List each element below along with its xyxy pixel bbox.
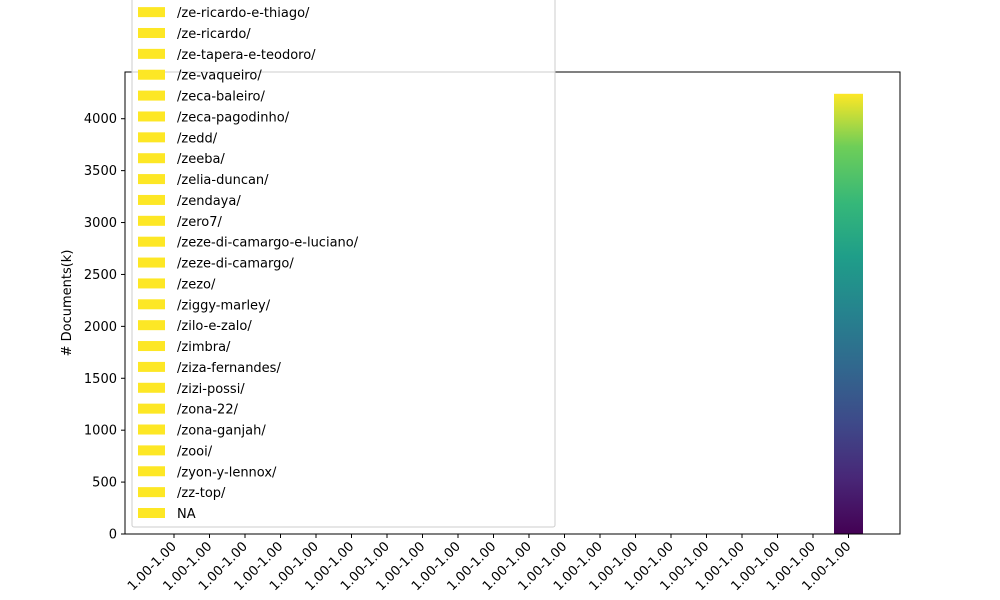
legend-swatch [138, 174, 165, 185]
legend-swatch [138, 487, 165, 498]
legend-label: /ziza-fernandes/ [177, 361, 281, 376]
y-tick-label: 1000 [84, 424, 117, 439]
legend-swatch [138, 382, 165, 393]
legend-label: NA [177, 507, 196, 522]
y-tick-label: 0 [109, 528, 117, 543]
legend-swatch [138, 403, 165, 414]
legend-swatch [138, 278, 165, 289]
legend-label: /zz-top/ [177, 486, 226, 501]
legend-swatch [138, 111, 165, 122]
legend: /ze-ricardo-e-thiago/ /ze-ricardo/ /ze-tap… [131, 0, 556, 528]
y-tick-label: 500 [92, 476, 117, 491]
legend-swatch [138, 215, 165, 226]
legend-label: /zedd/ [177, 131, 218, 146]
legend-swatch [138, 257, 165, 268]
legend-swatch [138, 341, 165, 352]
legend-swatch [138, 132, 165, 143]
legend-swatch [138, 424, 165, 435]
legend-swatch [138, 320, 165, 331]
x-axis: 1.00-1.001.00-1.001.00-1.001.00-1.001.00… [125, 534, 854, 594]
legend-label: /zeeba/ [177, 152, 225, 167]
legend-label: /zelia-duncan/ [177, 173, 269, 188]
legend-label: /zooi/ [177, 444, 213, 459]
legend-swatch [138, 7, 165, 18]
y-tick-label: 2500 [84, 268, 117, 283]
legend-label: /zeca-pagodinho/ [177, 110, 290, 125]
legend-label: /zyon-y-lennox/ [177, 465, 277, 480]
legend-label: /zona-ganjah/ [177, 424, 266, 439]
y-tick-label: 2000 [84, 320, 117, 335]
legend-label: /zezo/ [177, 277, 216, 292]
y-tick-label: 3500 [84, 164, 117, 179]
legend-label: /zizi-possi/ [177, 382, 245, 397]
legend-label: /zilo-e-zalo/ [177, 319, 252, 334]
bars-layer [834, 93, 863, 534]
bar [834, 93, 863, 534]
y-tick-label: 1500 [84, 372, 117, 387]
legend-swatch [138, 27, 165, 38]
legend-box [131, 0, 556, 528]
legend-label: /zero7/ [177, 215, 222, 230]
legend-swatch [138, 48, 165, 59]
legend-label: /zendaya/ [177, 194, 241, 209]
legend-label: /ze-ricardo-e-thiago/ [177, 6, 310, 21]
y-axis: 0 500 1000 1500 2000 2500 3000 3500 4000 [84, 112, 125, 543]
legend-swatch [138, 69, 165, 80]
legend-swatch [138, 508, 165, 518]
legend-swatch [138, 236, 165, 247]
legend-label: /zeze-di-camargo-e-luciano/ [177, 236, 359, 251]
legend-swatch [138, 361, 165, 372]
legend-swatch [138, 153, 165, 164]
legend-swatch [138, 194, 165, 205]
y-axis-label: # Documents(k) [60, 250, 75, 357]
legend-swatch [138, 445, 165, 456]
legend-swatch [138, 299, 165, 310]
legend-swatch [138, 466, 165, 477]
y-tick-label: 4000 [84, 112, 117, 127]
legend-label: /zeca-baleiro/ [177, 90, 265, 105]
legend-label: /zeze-di-camargo/ [177, 257, 294, 272]
legend-label: /ziggy-marley/ [177, 298, 271, 313]
legend-label: /zona-22/ [177, 403, 239, 418]
y-tick-label: 3000 [84, 216, 117, 231]
legend-label: /zimbra/ [177, 340, 231, 355]
legend-label: /ze-tapera-e-teodoro/ [177, 48, 316, 63]
legend-swatch [138, 90, 165, 101]
legend-label: /ze-ricardo/ [177, 27, 251, 42]
legend-label: /ze-vaqueiro/ [177, 69, 262, 84]
